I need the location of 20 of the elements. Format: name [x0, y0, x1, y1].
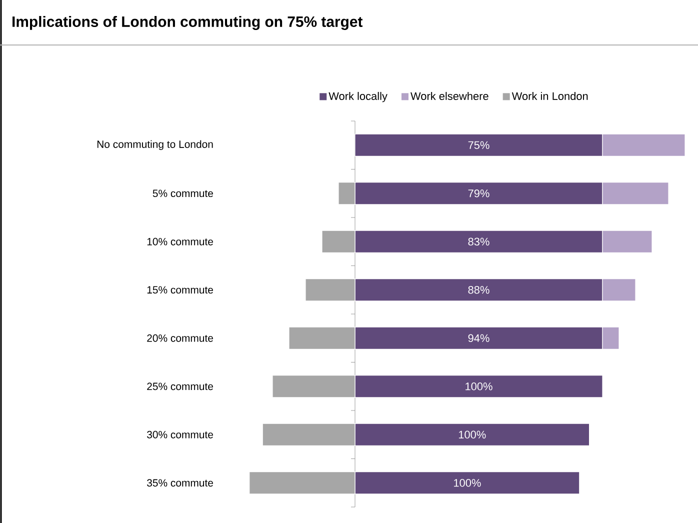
y-tick-label: 35% commute [147, 479, 213, 487]
y-tick-label: 25% commute [147, 382, 213, 390]
annotation: 100% [458, 430, 486, 439]
legend-label: Work elsewhere [410, 92, 488, 100]
y-tick-label: 20% commute [147, 334, 213, 342]
legend-label: Work in London [512, 92, 588, 100]
y-tick-label: 5% commute [152, 190, 213, 198]
y-tick-label: 10% commute [147, 238, 213, 246]
annotation: 94% [468, 334, 490, 342]
annotation: 100% [466, 382, 492, 390]
annotation: 75% [468, 141, 490, 149]
chart-title: Implications of London commuting on 75% target [12, 16, 363, 30]
y-tick-label: 30% commute [147, 430, 213, 438]
y-tick-label: No commuting to London [97, 140, 213, 150]
annotation: 79% [468, 190, 490, 198]
annotation: 83% [468, 238, 490, 246]
y-tick-label: 15% commute [147, 286, 213, 294]
annotation: 88% [468, 286, 490, 294]
legend-label: Work locally [328, 92, 388, 102]
annotation: 100% [454, 479, 481, 487]
